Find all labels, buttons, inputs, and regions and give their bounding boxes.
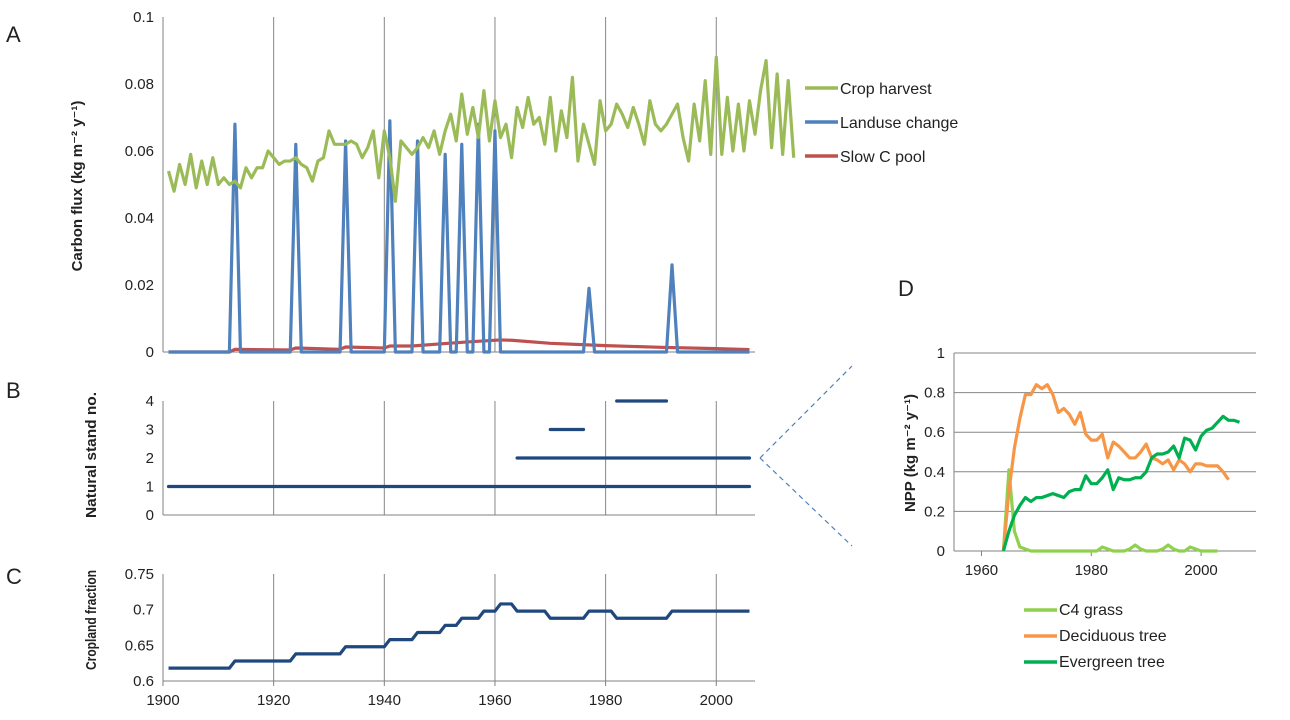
y-tick-label-d: 0.6	[924, 424, 945, 441]
panel-label-a: A	[6, 22, 21, 47]
panel-label-b: B	[6, 378, 21, 403]
y-tick-label-b: 4	[146, 393, 154, 410]
x-tick-label-c: 1920	[257, 692, 290, 709]
y-tick-label-c: 0.6	[133, 673, 154, 690]
y-tick-label-a: 0.02	[125, 277, 154, 294]
y-tick-label-a: 0.08	[125, 76, 154, 93]
y-tick-label-b: 2	[146, 450, 154, 467]
x-tick-label-c: 1940	[368, 692, 401, 709]
x-tick-label-d: 2000	[1184, 562, 1217, 579]
x-tick-label-c: 1900	[146, 692, 179, 709]
y-tick-label-d: 0	[937, 543, 945, 560]
zoom-connector-lower	[759, 457, 853, 547]
series-evergreen-tree	[1001, 414, 1241, 552]
panel-label-c: C	[6, 564, 22, 589]
y-axis-title-b: Natural stand no.	[83, 392, 100, 518]
y-tick-label-d: 0.2	[924, 503, 945, 520]
series-crop-harvest	[166, 55, 796, 203]
y-axis-title-d: NPP (kg m⁻² y⁻¹)	[902, 394, 919, 512]
y-tick-label-b: 1	[146, 479, 154, 496]
series-slow-c-pool	[168, 338, 750, 354]
series-c4-grass	[1001, 468, 1218, 553]
y-axis-title-c: Cropland fraction	[83, 570, 100, 670]
legend-label-c4-grass: C4 grass	[1059, 602, 1123, 619]
legend-label-evergreen-tree: Evergreen tree	[1059, 654, 1165, 671]
legend-label-crop-harvest: Crop harvest	[840, 81, 932, 98]
panel-label-d: D	[898, 276, 914, 301]
y-tick-label-b: 3	[146, 422, 154, 439]
x-tick-label-d: 1980	[1075, 562, 1108, 579]
zoom-connector-upper	[759, 365, 853, 459]
y-tick-label-a: 0.04	[125, 210, 154, 227]
series-landuse-change	[168, 119, 750, 354]
y-tick-label-b: 0	[146, 507, 154, 524]
y-tick-label-c: 0.65	[125, 637, 154, 654]
x-tick-label-c: 2000	[700, 692, 733, 709]
x-tick-label-c: 1980	[589, 692, 622, 709]
series-deciduous-tree	[1001, 383, 1230, 552]
x-tick-label-c: 1960	[478, 692, 511, 709]
x-tick-label-d: 1960	[965, 562, 998, 579]
y-tick-label-a: 0.06	[125, 143, 154, 160]
y-tick-label-a: 0.1	[133, 9, 154, 26]
y-tick-label-c: 0.7	[133, 602, 154, 619]
legend-label-deciduous-tree: Deciduous tree	[1059, 628, 1167, 645]
y-tick-label-c: 0.75	[125, 566, 154, 583]
y-axis-title-a: Carbon flux (kg m⁻² y⁻¹)	[69, 101, 86, 272]
y-tick-label-d: 1	[937, 345, 945, 362]
y-tick-label-a: 0	[146, 344, 154, 361]
series-cropland-fraction	[168, 602, 750, 670]
legend-label-landuse-change: Landuse change	[840, 115, 958, 132]
legend-label-slow-c-pool: Slow C pool	[840, 149, 925, 166]
y-tick-label-d: 0.4	[924, 464, 945, 481]
y-tick-label-d: 0.8	[924, 385, 945, 402]
